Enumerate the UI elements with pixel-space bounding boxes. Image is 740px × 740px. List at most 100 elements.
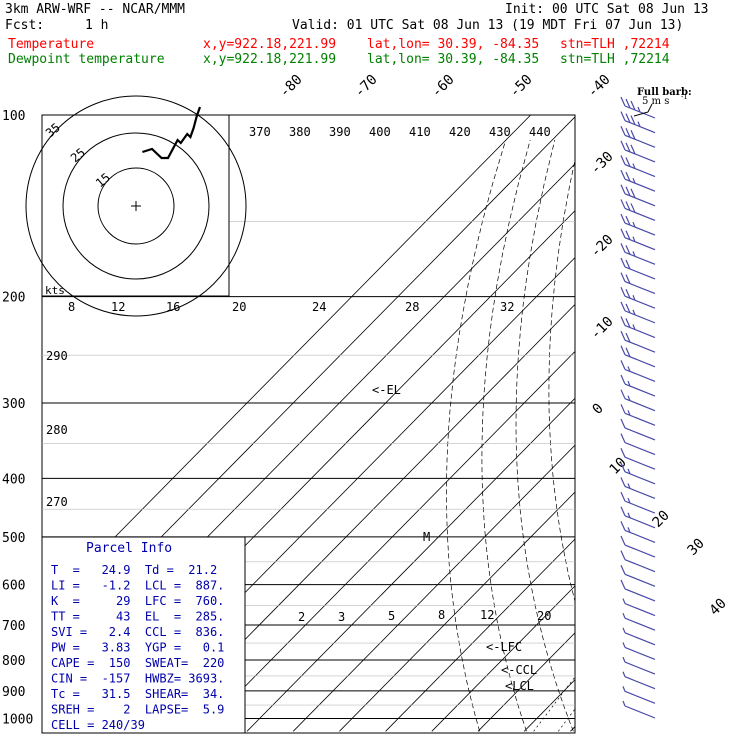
- moist-adiabat-label: 24: [312, 300, 326, 314]
- wind-barb: [620, 272, 656, 295]
- wind-barb-flag: [620, 330, 626, 341]
- wind-barb-half: [632, 295, 636, 301]
- pressure-tick-label: 400: [2, 472, 25, 487]
- temperature-label: -70: [352, 72, 381, 101]
- wind-barb-flag: [630, 100, 636, 111]
- parcel-info-row: T = 24.9 Td = 21.2: [51, 563, 217, 577]
- dewpoint-profile: [586, 115, 738, 719]
- barb-legend-flag: [647, 103, 653, 113]
- mixing-ratio-label: 12: [480, 608, 494, 622]
- wind-barb-staff: [624, 544, 656, 558]
- wind-barb-half: [632, 177, 636, 184]
- wind-barb-flag: [620, 550, 626, 560]
- temperature-label: -50: [507, 72, 536, 101]
- wind-barb: [620, 316, 656, 339]
- level-marker-label: <LCL: [505, 679, 534, 693]
- wind-barb-flag: [620, 228, 626, 238]
- wind-barb: [622, 656, 656, 675]
- moist-adiabat-label: 20: [232, 300, 246, 314]
- temperature-xy: x,y=922.18,221.99: [203, 37, 337, 52]
- wind-barb-half: [632, 251, 636, 257]
- left-theta-label: 290: [46, 349, 68, 363]
- wind-barb-flag: [630, 130, 636, 140]
- wind-barb-flag: [620, 257, 626, 268]
- wind-barb: [620, 155, 656, 178]
- sounding-profiles: [586, 115, 740, 719]
- parcel-info-row: CELL = 240/39: [51, 718, 145, 732]
- wind-barb-flag: [620, 491, 626, 502]
- wind-barb-half: [627, 512, 631, 518]
- wind-barb-flag: [620, 272, 626, 282]
- wind-barb-flag: [625, 98, 631, 109]
- moist-adiabat-label: 12: [111, 300, 125, 314]
- theta-label: 370: [249, 125, 271, 139]
- temperature-label: -20: [588, 232, 617, 261]
- wind-barb-flag: [620, 301, 626, 312]
- wind-barb-flag: [625, 259, 631, 270]
- wind-barb-flag: [620, 184, 626, 195]
- wind-barb: [622, 612, 656, 631]
- wind-barb-flag: [625, 171, 631, 182]
- wind-barb: [620, 184, 656, 207]
- parcel-info-row: CAPE = 150 SWEAT= 220: [51, 656, 224, 670]
- isotherm-line: [709, 115, 740, 731]
- wind-barb-staff: [624, 573, 656, 587]
- wind-barb-staff: [624, 632, 656, 646]
- moist-adiabat: [731, 297, 740, 719]
- level-marker-label: <-CCL: [501, 663, 537, 677]
- wind-barb-flag: [620, 521, 626, 531]
- wind-barb-half: [627, 483, 631, 489]
- wind-barbs: [620, 96, 656, 719]
- dry-adiabats: [446, 139, 740, 732]
- temperature-profile: [671, 115, 740, 719]
- wind-barb: [620, 213, 656, 236]
- mixing-ratio-label: 20: [537, 609, 551, 623]
- moist-adiabat-label: 32: [500, 300, 514, 314]
- wind-barb: [620, 345, 656, 368]
- temperature-label: -10: [588, 314, 617, 343]
- wind-barb-flag: [620, 404, 626, 414]
- wind-barb: [620, 521, 656, 543]
- forecast-label: Fcst:: [5, 18, 45, 33]
- hodograph-ring: [62, 132, 210, 280]
- wind-barb-flag: [625, 332, 631, 343]
- wind-barb-flag: [620, 155, 626, 165]
- dry-adiabat: [698, 140, 740, 731]
- temperature-label: -60: [429, 72, 458, 101]
- theta-label: 430: [489, 125, 511, 139]
- wind-barb-half: [632, 163, 636, 169]
- wind-barb-flag: [625, 318, 631, 328]
- temperature-label: -30: [588, 149, 617, 178]
- wind-barb-staff: [624, 427, 656, 441]
- temperature-label: 0: [590, 401, 607, 418]
- wind-barb-half: [627, 527, 631, 533]
- moist-adiabat-label: 16: [166, 300, 180, 314]
- wind-barb: [620, 550, 656, 573]
- wind-barb-staff: [624, 588, 656, 602]
- wind-barb-flag: [620, 126, 626, 136]
- wind-barb-flag: [630, 115, 636, 125]
- wind-barb-flag: [630, 188, 636, 199]
- theta-label: 400: [369, 125, 391, 139]
- isotherm-line: [523, 679, 575, 732]
- wind-barb-flag: [620, 389, 626, 399]
- wind-barb-flag: [620, 199, 626, 209]
- wind-barb-flag: [620, 169, 626, 180]
- wind-barb-staff: [624, 705, 656, 719]
- wind-barb-flag: [625, 347, 631, 358]
- wind-barb-flag: [625, 215, 631, 226]
- isotherm-line: [200, 350, 575, 732]
- parcel-info-row: TT = 43 EL = 285.: [51, 610, 224, 624]
- mixing-ratio-label: 5: [388, 609, 395, 623]
- parcel-info-row: PW = 3.83 YGP = 0.1: [51, 641, 224, 655]
- barb-legend: Full barb:5 m s -1: [633, 87, 692, 117]
- wind-barb-flag: [625, 186, 631, 197]
- wind-barb: [620, 462, 656, 485]
- wind-barb-flag: [620, 462, 626, 473]
- dry-adiabat: [548, 158, 575, 603]
- hodograph-kts-label: kts: [45, 284, 65, 297]
- dewpoint-station: stn=TLH ,72214: [560, 52, 670, 67]
- wind-barb-staff: [624, 690, 656, 704]
- wind-barb: [622, 627, 656, 646]
- pressure-tick-label: 700: [2, 619, 25, 634]
